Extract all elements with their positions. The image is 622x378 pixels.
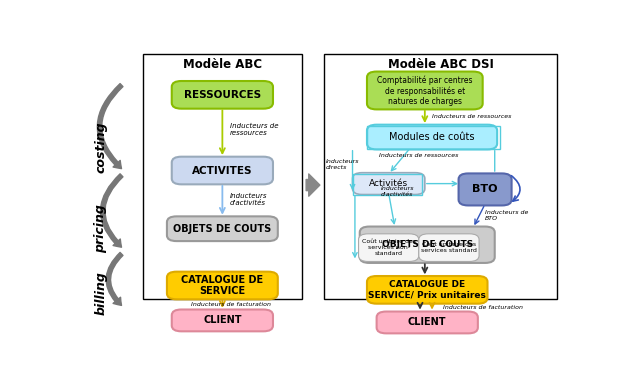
FancyArrowPatch shape (101, 174, 123, 247)
Text: BTO: BTO (472, 184, 498, 194)
Text: CATALOGUE DE
SERVICE/ Prix unitaires: CATALOGUE DE SERVICE/ Prix unitaires (368, 280, 486, 299)
FancyBboxPatch shape (167, 216, 278, 241)
Text: Inducteurs de facturation: Inducteurs de facturation (191, 302, 271, 307)
Text: ACTIVITES: ACTIVITES (192, 166, 253, 175)
Text: Inducteurs
d'activités: Inducteurs d'activités (381, 186, 414, 197)
FancyArrowPatch shape (511, 176, 520, 201)
FancyBboxPatch shape (323, 54, 557, 299)
Text: CATALOGUE DE
SERVICE: CATALOGUE DE SERVICE (181, 275, 264, 296)
Text: Inducteurs de
ressources: Inducteurs de ressources (230, 123, 278, 136)
Text: RESSOURCES: RESSOURCES (184, 90, 261, 100)
Text: Modèle ABC: Modèle ABC (183, 58, 262, 71)
Text: CLIENT: CLIENT (408, 318, 447, 327)
Text: Inducteurs
d'activités: Inducteurs d'activités (230, 193, 267, 206)
Text: Inducteurs de ressources: Inducteurs de ressources (432, 114, 511, 119)
Text: CLIENT: CLIENT (203, 315, 241, 325)
Text: Inducteurs de
BTO: Inducteurs de BTO (485, 210, 529, 221)
FancyBboxPatch shape (143, 54, 302, 299)
Text: pricing: pricing (95, 204, 108, 253)
FancyBboxPatch shape (367, 276, 488, 304)
Text: Coût unitaire des
services standard: Coût unitaire des services standard (421, 242, 477, 253)
Text: Inducteurs
directs: Inducteurs directs (326, 159, 360, 170)
FancyBboxPatch shape (167, 272, 278, 299)
Text: Comptabilité par centres
de responsabilités et
natures de charges: Comptabilité par centres de responsabili… (377, 75, 473, 106)
Text: Inducteurs de ressources: Inducteurs de ressources (379, 153, 458, 158)
FancyBboxPatch shape (377, 311, 478, 333)
FancyBboxPatch shape (172, 81, 273, 108)
FancyBboxPatch shape (367, 71, 483, 109)
Text: OBJETS DE COUTS: OBJETS DE COUTS (174, 224, 271, 234)
FancyBboxPatch shape (367, 125, 497, 149)
Text: Activités: Activités (369, 179, 408, 188)
Text: costing: costing (95, 121, 108, 173)
FancyBboxPatch shape (419, 234, 479, 262)
FancyArrowPatch shape (97, 84, 123, 169)
FancyArrowPatch shape (106, 253, 123, 305)
FancyBboxPatch shape (360, 226, 494, 263)
Text: OBJETS DE COUTS: OBJETS DE COUTS (382, 240, 473, 249)
FancyBboxPatch shape (172, 157, 273, 184)
FancyArrowPatch shape (306, 174, 320, 196)
Text: Coût unitaire des
services non-
standard: Coût unitaire des services non- standard (361, 239, 415, 256)
Text: Inducteurs de facturation: Inducteurs de facturation (443, 305, 523, 310)
Text: billing: billing (95, 271, 108, 315)
Text: Modules de coûts: Modules de coûts (389, 132, 475, 142)
FancyBboxPatch shape (172, 310, 273, 332)
FancyBboxPatch shape (358, 234, 419, 262)
FancyBboxPatch shape (458, 174, 511, 206)
FancyBboxPatch shape (353, 173, 425, 195)
Text: Modèle ABC DSI: Modèle ABC DSI (388, 58, 493, 71)
